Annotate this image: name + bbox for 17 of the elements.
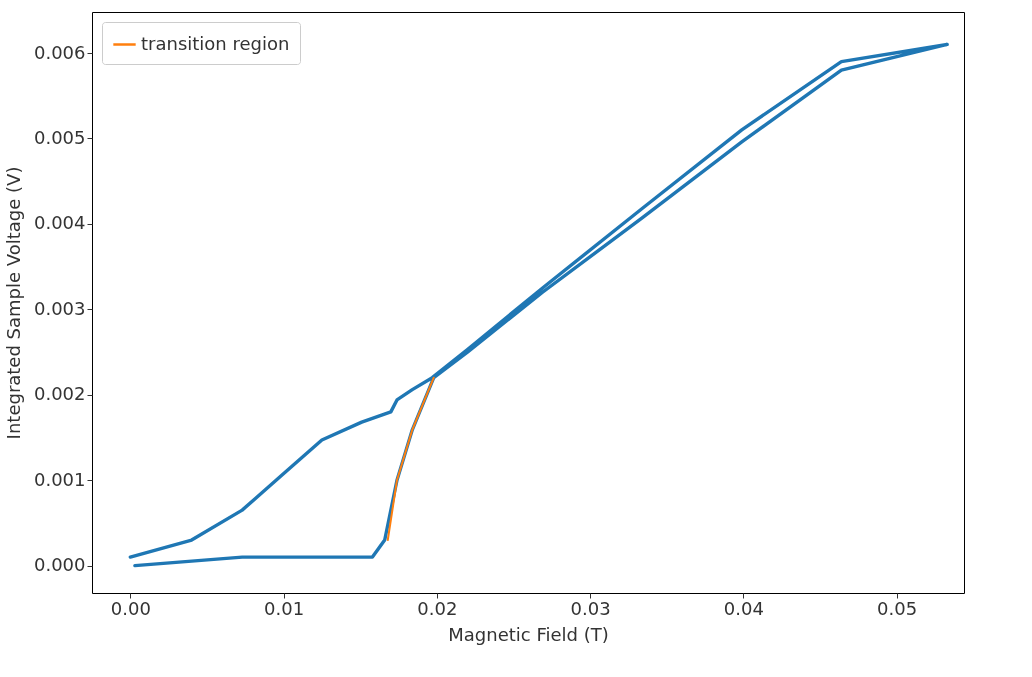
line-series [386,376,435,542]
y-tick-label: 0.000 [33,554,86,576]
x-tick-label: 0.00 [110,597,151,619]
y-tick-label: 0.001 [33,468,86,490]
y-axis-title: Integrated Sample Voltage (V) [2,166,24,440]
x-tick-label: 0.02 [417,597,458,619]
y-tick-label: 0.002 [33,383,86,405]
y-tick-label: 0.005 [33,126,86,148]
y-tick-label: 0.003 [33,297,86,319]
x-axis-title: Magnetic Field (T) [448,623,609,645]
y-tick-label: 0.004 [33,212,86,234]
y-tick-label: 0.006 [33,41,86,63]
legend-label: transition region [141,32,290,54]
x-tick-label: 0.03 [570,597,611,619]
x-tick-label: 0.05 [877,597,918,619]
x-tick-label: 0.01 [264,597,305,619]
x-tick-label: 0.04 [723,597,764,619]
